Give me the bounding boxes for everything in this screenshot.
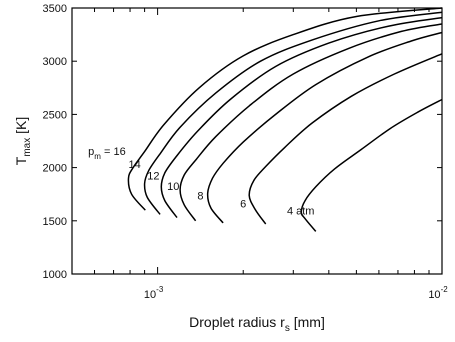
y-tick-label: 1000 bbox=[43, 269, 67, 281]
y-tick-label: 1500 bbox=[43, 216, 67, 228]
series-line-5 bbox=[206, 31, 443, 224]
x-tick-label: 10-3 bbox=[144, 285, 164, 301]
x-axis-title: Droplet radius rs [mm] bbox=[189, 314, 325, 334]
curve-label: pm = 16 bbox=[88, 146, 126, 161]
series-line-1 bbox=[127, 7, 443, 211]
x-tick-label: 10-2 bbox=[428, 285, 448, 301]
series-line-4 bbox=[179, 23, 443, 222]
curve-label: 12 bbox=[147, 170, 159, 182]
series-line-2 bbox=[143, 11, 443, 215]
x-axis: 10-3 10-2 bbox=[71, 8, 448, 301]
y-tick-label: 2500 bbox=[43, 109, 67, 121]
series-line-7 bbox=[300, 98, 443, 232]
y-axis: 1000 1500 2000 2500 3000 3500 bbox=[43, 3, 442, 281]
series-group bbox=[127, 7, 443, 232]
y-tick-label: 2000 bbox=[43, 163, 67, 175]
y-axis-title: Tmax [K] bbox=[13, 117, 33, 165]
curve-label: 14 bbox=[128, 159, 140, 171]
curve-label: 6 bbox=[240, 199, 246, 211]
plot-frame bbox=[71, 7, 443, 275]
curve-label: 10 bbox=[167, 181, 179, 193]
y-tick-label: 3000 bbox=[43, 56, 67, 68]
series-line-3 bbox=[160, 16, 443, 219]
curve-label: 4 atm bbox=[287, 205, 315, 217]
series-line-6 bbox=[248, 53, 443, 225]
y-tick-label: 3500 bbox=[43, 3, 67, 15]
curve-label: 8 bbox=[197, 191, 203, 203]
